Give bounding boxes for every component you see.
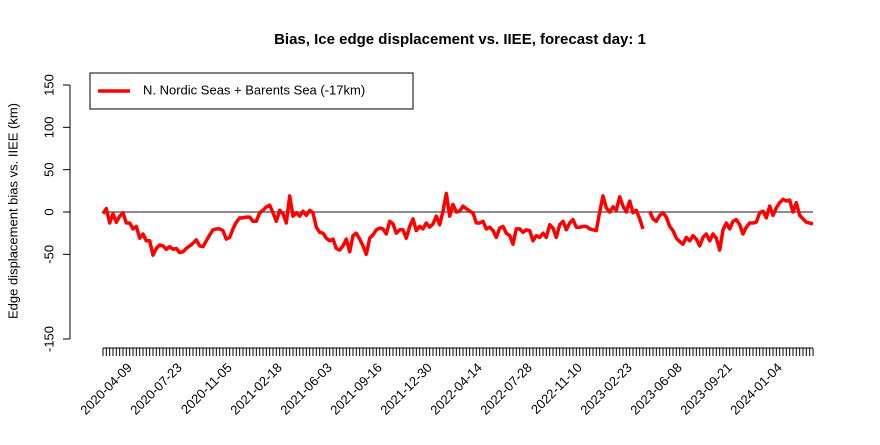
chart-title: Bias, Ice edge displacement vs. IIEE, fo… [274, 31, 646, 48]
y-tick-label: 0 [41, 208, 56, 215]
y-tick-label: 150 [41, 74, 56, 96]
x-tick-label: 2020-11-05 [178, 360, 235, 417]
x-tick-label: 2023-09-21 [677, 360, 735, 418]
y-tick-label: 100 [41, 116, 56, 138]
x-tick-label: 2024-01-04 [727, 360, 785, 418]
y-tick-label: 50 [41, 162, 56, 176]
x-tick-label: 2023-06-08 [627, 360, 685, 418]
x-tick-label: 2020-07-23 [127, 360, 185, 418]
x-tick-label: 2022-07-28 [477, 360, 535, 418]
x-tick-label: 2021-12-30 [377, 360, 435, 418]
x-tick-label: 2021-09-16 [327, 360, 385, 418]
x-tick-label: 2023-02-23 [577, 360, 635, 418]
y-tick-label: -150 [41, 326, 56, 352]
y-tick-label: -50 [41, 245, 56, 264]
x-tick-label: 2020-04-09 [77, 360, 135, 418]
x-tick-label: 2021-02-18 [227, 360, 285, 418]
legend-box [89, 72, 414, 110]
x-tick-label: 2022-04-14 [427, 360, 485, 418]
legend-label: N. Nordic Seas + Barents Sea (-17km) [143, 82, 365, 97]
y-axis-label: Edge displacement bias vs. IIEE (km) [5, 103, 20, 319]
x-tick-label: 2021-06-03 [277, 360, 335, 418]
x-tick-label: 2022-11-10 [528, 360, 585, 417]
data-line [101, 191, 814, 257]
